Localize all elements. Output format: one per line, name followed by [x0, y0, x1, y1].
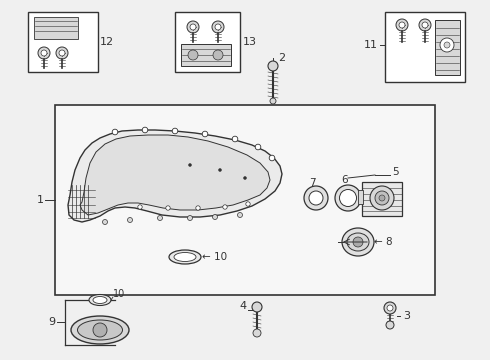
Circle shape — [370, 186, 394, 210]
Text: 9: 9 — [48, 317, 55, 327]
Circle shape — [419, 19, 431, 31]
Text: ← 10: ← 10 — [202, 252, 227, 262]
Circle shape — [353, 237, 363, 247]
Ellipse shape — [89, 294, 111, 306]
Ellipse shape — [347, 233, 369, 251]
Circle shape — [112, 129, 118, 135]
Bar — [28, 12, 98, 72]
Circle shape — [215, 24, 221, 30]
Circle shape — [375, 191, 389, 205]
Bar — [175, 12, 240, 72]
Circle shape — [399, 22, 405, 28]
Circle shape — [387, 305, 393, 311]
Ellipse shape — [93, 297, 107, 303]
Circle shape — [93, 323, 107, 337]
Text: 7: 7 — [309, 178, 315, 188]
Circle shape — [196, 206, 200, 210]
Circle shape — [187, 21, 199, 33]
Polygon shape — [68, 130, 282, 222]
Bar — [34, 17, 78, 39]
Circle shape — [270, 98, 276, 104]
Circle shape — [269, 155, 275, 161]
Bar — [362, 182, 402, 216]
Circle shape — [157, 216, 163, 220]
Text: 12: 12 — [100, 37, 114, 47]
Circle shape — [138, 205, 142, 209]
Text: 4: 4 — [240, 301, 247, 311]
Circle shape — [386, 321, 394, 329]
Text: 11: 11 — [364, 40, 378, 50]
Bar — [55, 105, 435, 295]
Ellipse shape — [169, 250, 201, 264]
Circle shape — [379, 195, 385, 201]
Circle shape — [396, 19, 408, 31]
Circle shape — [244, 176, 246, 180]
Polygon shape — [80, 135, 270, 215]
Text: 3: 3 — [403, 311, 410, 321]
Circle shape — [255, 144, 261, 150]
Circle shape — [188, 50, 198, 60]
Text: 5: 5 — [392, 167, 399, 177]
Circle shape — [142, 127, 148, 133]
Circle shape — [422, 22, 428, 28]
Circle shape — [232, 136, 238, 142]
Bar — [181, 44, 231, 66]
Circle shape — [212, 21, 224, 33]
Circle shape — [238, 212, 243, 217]
Circle shape — [38, 47, 50, 59]
Circle shape — [127, 217, 132, 222]
Ellipse shape — [342, 228, 374, 256]
Circle shape — [41, 50, 47, 56]
Ellipse shape — [335, 185, 361, 211]
Text: 1: 1 — [37, 195, 44, 205]
Circle shape — [190, 24, 196, 30]
Circle shape — [102, 220, 107, 225]
Text: 10: 10 — [113, 289, 125, 299]
Circle shape — [384, 302, 396, 314]
Circle shape — [444, 42, 450, 48]
Text: 13: 13 — [243, 37, 257, 47]
Circle shape — [202, 131, 208, 137]
Text: ← 8: ← 8 — [374, 237, 392, 247]
Bar — [358, 190, 363, 204]
Circle shape — [213, 215, 218, 220]
Circle shape — [219, 168, 221, 171]
Circle shape — [189, 163, 192, 166]
Ellipse shape — [71, 316, 129, 344]
Circle shape — [223, 205, 227, 209]
Text: 6: 6 — [342, 175, 348, 185]
Ellipse shape — [77, 320, 122, 340]
Circle shape — [268, 61, 278, 71]
Circle shape — [188, 216, 193, 220]
Text: 2: 2 — [278, 53, 285, 63]
Bar — [435, 20, 460, 75]
Circle shape — [440, 38, 454, 52]
Circle shape — [246, 202, 250, 206]
Circle shape — [166, 206, 170, 210]
Bar — [385, 12, 465, 82]
Circle shape — [253, 329, 261, 337]
Ellipse shape — [174, 252, 196, 261]
Ellipse shape — [309, 191, 323, 205]
Circle shape — [172, 128, 178, 134]
Circle shape — [213, 50, 223, 60]
Ellipse shape — [304, 186, 328, 210]
Ellipse shape — [340, 189, 357, 207]
Circle shape — [59, 50, 65, 56]
Circle shape — [252, 302, 262, 312]
Circle shape — [56, 47, 68, 59]
